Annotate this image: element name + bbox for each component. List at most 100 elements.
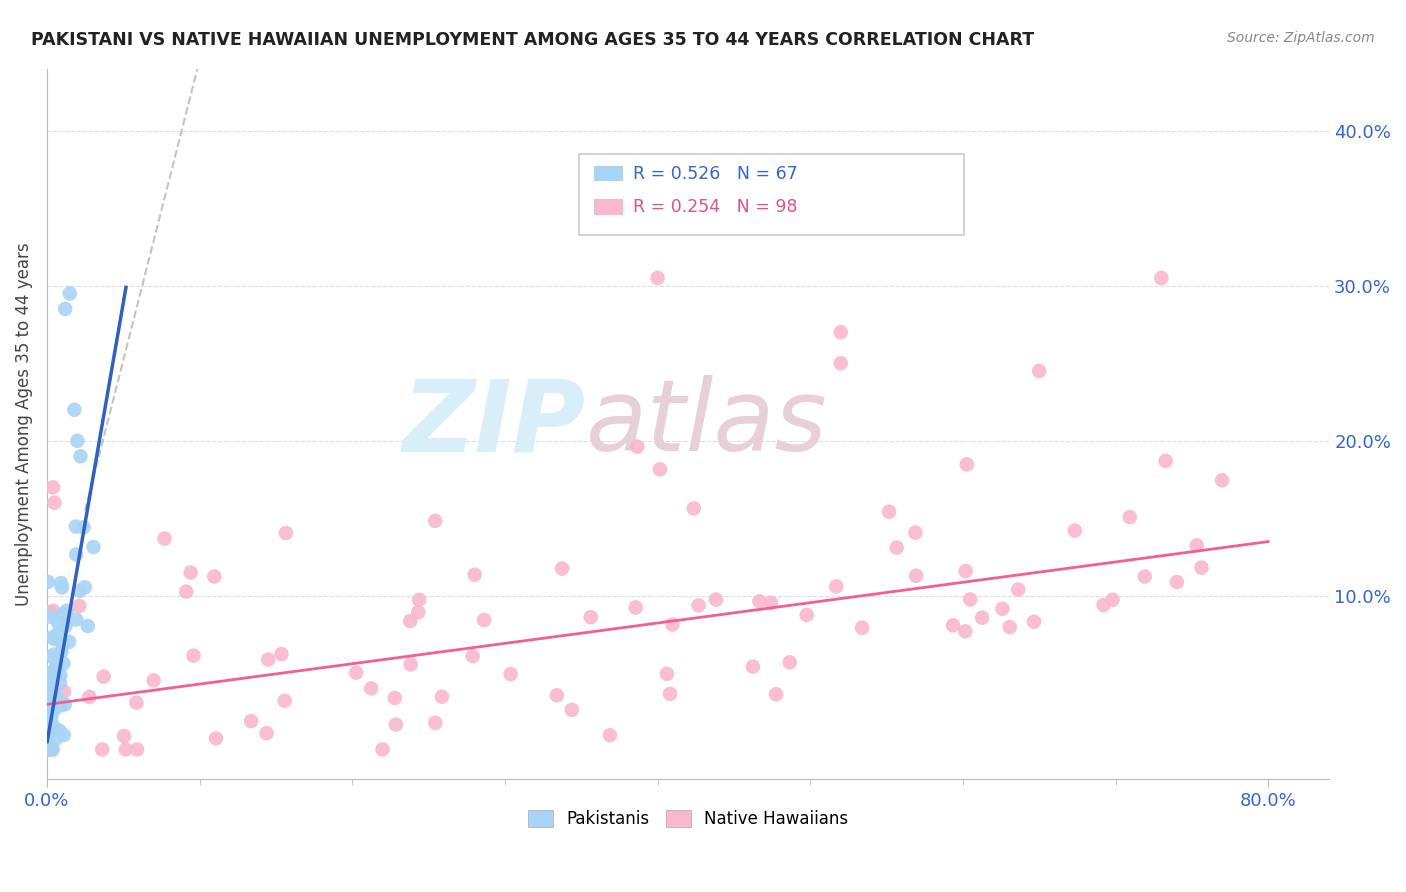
Point	[877, 505, 900, 519]
Point	[51, 645, 73, 659]
Point	[39, 689, 62, 703]
Point	[825, 579, 848, 593]
Point	[779, 656, 801, 670]
Legend: Pakistanis, Native Hawaiians: Pakistanis, Native Hawaiians	[522, 803, 855, 835]
FancyBboxPatch shape	[595, 199, 623, 215]
Point	[399, 614, 422, 628]
Point	[125, 696, 148, 710]
Point	[461, 649, 484, 664]
Point	[174, 584, 197, 599]
Point	[274, 694, 297, 708]
Point	[114, 742, 136, 756]
Point	[41, 742, 63, 756]
FancyBboxPatch shape	[595, 166, 623, 181]
Point	[91, 742, 114, 756]
Point	[42, 673, 65, 687]
Point	[44, 671, 66, 685]
Point	[37, 574, 59, 589]
Point	[905, 569, 928, 583]
Point	[41, 704, 63, 718]
Point	[69, 583, 91, 598]
Point	[37, 742, 59, 756]
Point	[624, 600, 647, 615]
Point	[153, 532, 176, 546]
Point	[38, 742, 60, 756]
Point	[384, 691, 406, 706]
Point	[659, 687, 682, 701]
Point	[748, 594, 770, 608]
Point	[39, 689, 62, 703]
Point	[44, 632, 66, 646]
Point	[682, 501, 704, 516]
Point	[1007, 582, 1029, 597]
Point	[423, 514, 446, 528]
Y-axis label: Unemployment Among Ages 35 to 44 years: Unemployment Among Ages 35 to 44 years	[15, 242, 32, 606]
Point	[72, 520, 94, 534]
Point	[661, 617, 683, 632]
Point	[69, 450, 91, 464]
Point	[44, 698, 66, 712]
Point	[39, 742, 62, 756]
Point	[406, 605, 429, 619]
Point	[998, 620, 1021, 634]
Point	[125, 742, 148, 756]
Point	[1133, 569, 1156, 583]
Point	[42, 650, 65, 665]
Point	[44, 663, 66, 677]
Text: R = 0.254   N = 98: R = 0.254 N = 98	[633, 198, 797, 216]
Point	[561, 703, 583, 717]
Point	[49, 676, 72, 690]
Point	[41, 723, 63, 738]
Point	[551, 561, 574, 575]
Point	[38, 730, 60, 744]
Point	[66, 434, 89, 448]
Point	[1022, 615, 1045, 629]
Point	[46, 615, 69, 630]
Point	[142, 673, 165, 688]
Point	[1028, 364, 1050, 378]
Point	[904, 525, 927, 540]
Point	[42, 480, 65, 494]
Point	[430, 690, 453, 704]
Point	[41, 714, 63, 729]
Point	[48, 723, 70, 738]
Point	[851, 621, 873, 635]
Point	[765, 687, 787, 701]
Point	[274, 526, 297, 541]
Point	[599, 728, 621, 742]
Point	[648, 462, 671, 476]
Point	[1150, 271, 1173, 285]
Point	[39, 742, 62, 756]
Point	[1154, 454, 1177, 468]
Point	[1063, 524, 1085, 538]
Point	[55, 604, 77, 618]
Point	[205, 731, 228, 746]
Point	[41, 742, 63, 756]
Point	[42, 604, 65, 618]
Point	[42, 703, 65, 717]
Point	[44, 697, 66, 711]
Point	[499, 667, 522, 681]
Point	[180, 566, 202, 580]
Point	[830, 325, 852, 339]
Point	[52, 728, 75, 742]
Point	[579, 610, 602, 624]
Point	[51, 581, 73, 595]
Point	[79, 690, 101, 704]
Point	[38, 673, 60, 688]
Point	[796, 607, 818, 622]
Point	[956, 458, 979, 472]
Point	[1191, 560, 1213, 574]
Point	[65, 548, 87, 562]
Point	[49, 668, 72, 682]
Point	[202, 569, 225, 583]
Point	[37, 742, 59, 756]
Point	[37, 742, 59, 756]
Point	[37, 665, 59, 680]
Point	[44, 496, 66, 510]
Point	[371, 742, 394, 756]
Point	[425, 715, 447, 730]
Text: Source: ZipAtlas.com: Source: ZipAtlas.com	[1227, 31, 1375, 45]
Point	[42, 722, 65, 736]
Point	[65, 519, 87, 533]
